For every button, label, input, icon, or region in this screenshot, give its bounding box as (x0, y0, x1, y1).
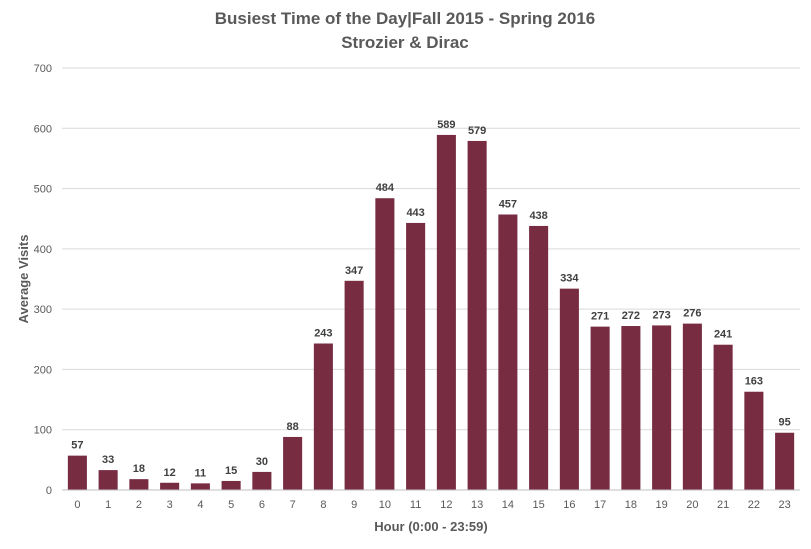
data-label: 271 (591, 311, 609, 323)
bar (252, 471, 272, 490)
x-axis-label: Hour (0:00 - 23:59) (374, 519, 487, 534)
bar (744, 391, 764, 490)
bar (529, 225, 549, 490)
x-axis-ticks: 0 1 2 3 4 5 6 7 8 9 10 11 12 13 14 15 16 17 18 19 20 21 22 23 (74, 499, 790, 511)
data-label: 18 (133, 463, 145, 475)
bar (498, 214, 518, 490)
x-tick-label: 20 (686, 499, 698, 511)
x-tick-label: 9 (351, 499, 357, 511)
bar (713, 344, 733, 490)
bar (160, 482, 180, 490)
data-label: 241 (714, 329, 732, 341)
bar (590, 326, 610, 490)
y-tick-label: 400 (34, 244, 52, 256)
x-tick-label: 21 (717, 499, 729, 511)
x-tick-label: 22 (748, 499, 760, 511)
y-tick-label: 100 (34, 425, 52, 437)
data-label: 30 (256, 456, 268, 468)
x-tick-label: 18 (625, 499, 637, 511)
bar (67, 455, 87, 490)
x-tick-label: 19 (656, 499, 668, 511)
x-tick-label: 13 (471, 499, 483, 511)
bar (375, 198, 395, 490)
data-label: 243 (314, 328, 332, 340)
chart-subtitle: Strozier & Dirac (341, 33, 469, 52)
bar (467, 140, 487, 490)
data-labels: 57 33 18 12 11 15 30 88 243 347 484 443 589 579 457 438… (71, 119, 791, 479)
bar (313, 343, 333, 490)
data-label: 33 (102, 454, 114, 466)
data-label: 579 (468, 125, 486, 137)
x-tick-label: 1 (105, 499, 111, 511)
data-label: 334 (560, 273, 579, 285)
x-tick-label: 12 (440, 499, 452, 511)
x-tick-label: 7 (290, 499, 296, 511)
bar (682, 323, 702, 490)
data-label: 163 (745, 376, 763, 388)
x-tick-label: 10 (379, 499, 391, 511)
bar (652, 325, 672, 490)
y-tick-label: 700 (34, 63, 52, 75)
data-label: 276 (683, 308, 701, 320)
data-label: 443 (406, 207, 424, 219)
data-label: 15 (225, 465, 237, 477)
bar (190, 483, 210, 490)
bar (406, 222, 426, 491)
y-axis-ticks: 0 100 200 300 400 500 600 700 (34, 63, 52, 497)
bars (67, 134, 795, 491)
y-axis-label: Average Visits (16, 235, 31, 324)
data-label: 95 (779, 417, 791, 429)
data-label: 12 (164, 467, 176, 479)
y-tick-label: 200 (34, 364, 52, 376)
x-tick-label: 23 (779, 499, 791, 511)
data-label: 272 (622, 310, 640, 322)
x-tick-label: 5 (228, 499, 234, 511)
x-tick-label: 14 (502, 499, 514, 511)
data-label: 347 (345, 265, 363, 277)
y-tick-label: 300 (34, 304, 52, 316)
bar (775, 432, 795, 490)
data-label: 484 (376, 182, 395, 194)
x-tick-label: 16 (563, 499, 575, 511)
x-tick-label: 2 (136, 499, 142, 511)
data-label: 11 (195, 467, 207, 479)
bar (436, 134, 456, 490)
x-tick-label: 6 (259, 499, 265, 511)
gridlines (62, 67, 800, 431)
bar (559, 288, 579, 490)
data-label: 273 (652, 309, 670, 321)
data-label: 589 (437, 119, 455, 131)
bar (129, 479, 149, 490)
x-tick-label: 3 (167, 499, 173, 511)
bar (221, 480, 241, 490)
x-tick-label: 17 (594, 499, 606, 511)
y-tick-label: 0 (46, 485, 52, 497)
x-tick-label: 4 (197, 499, 203, 511)
bar (621, 326, 641, 490)
data-label: 457 (499, 198, 517, 210)
data-label: 57 (71, 440, 83, 452)
x-tick-label: 0 (74, 499, 80, 511)
data-label: 438 (529, 210, 547, 222)
bar (98, 470, 118, 490)
chart-title: Busiest Time of the Day|Fall 2015 - Spri… (215, 9, 595, 28)
y-tick-label: 500 (34, 184, 52, 196)
data-label: 88 (287, 421, 299, 433)
x-tick-label: 15 (533, 499, 545, 511)
x-tick-label: 8 (320, 499, 326, 511)
y-tick-label: 600 (34, 123, 52, 135)
bar (283, 436, 303, 490)
x-tick-label: 11 (410, 499, 421, 511)
bar (344, 280, 364, 490)
